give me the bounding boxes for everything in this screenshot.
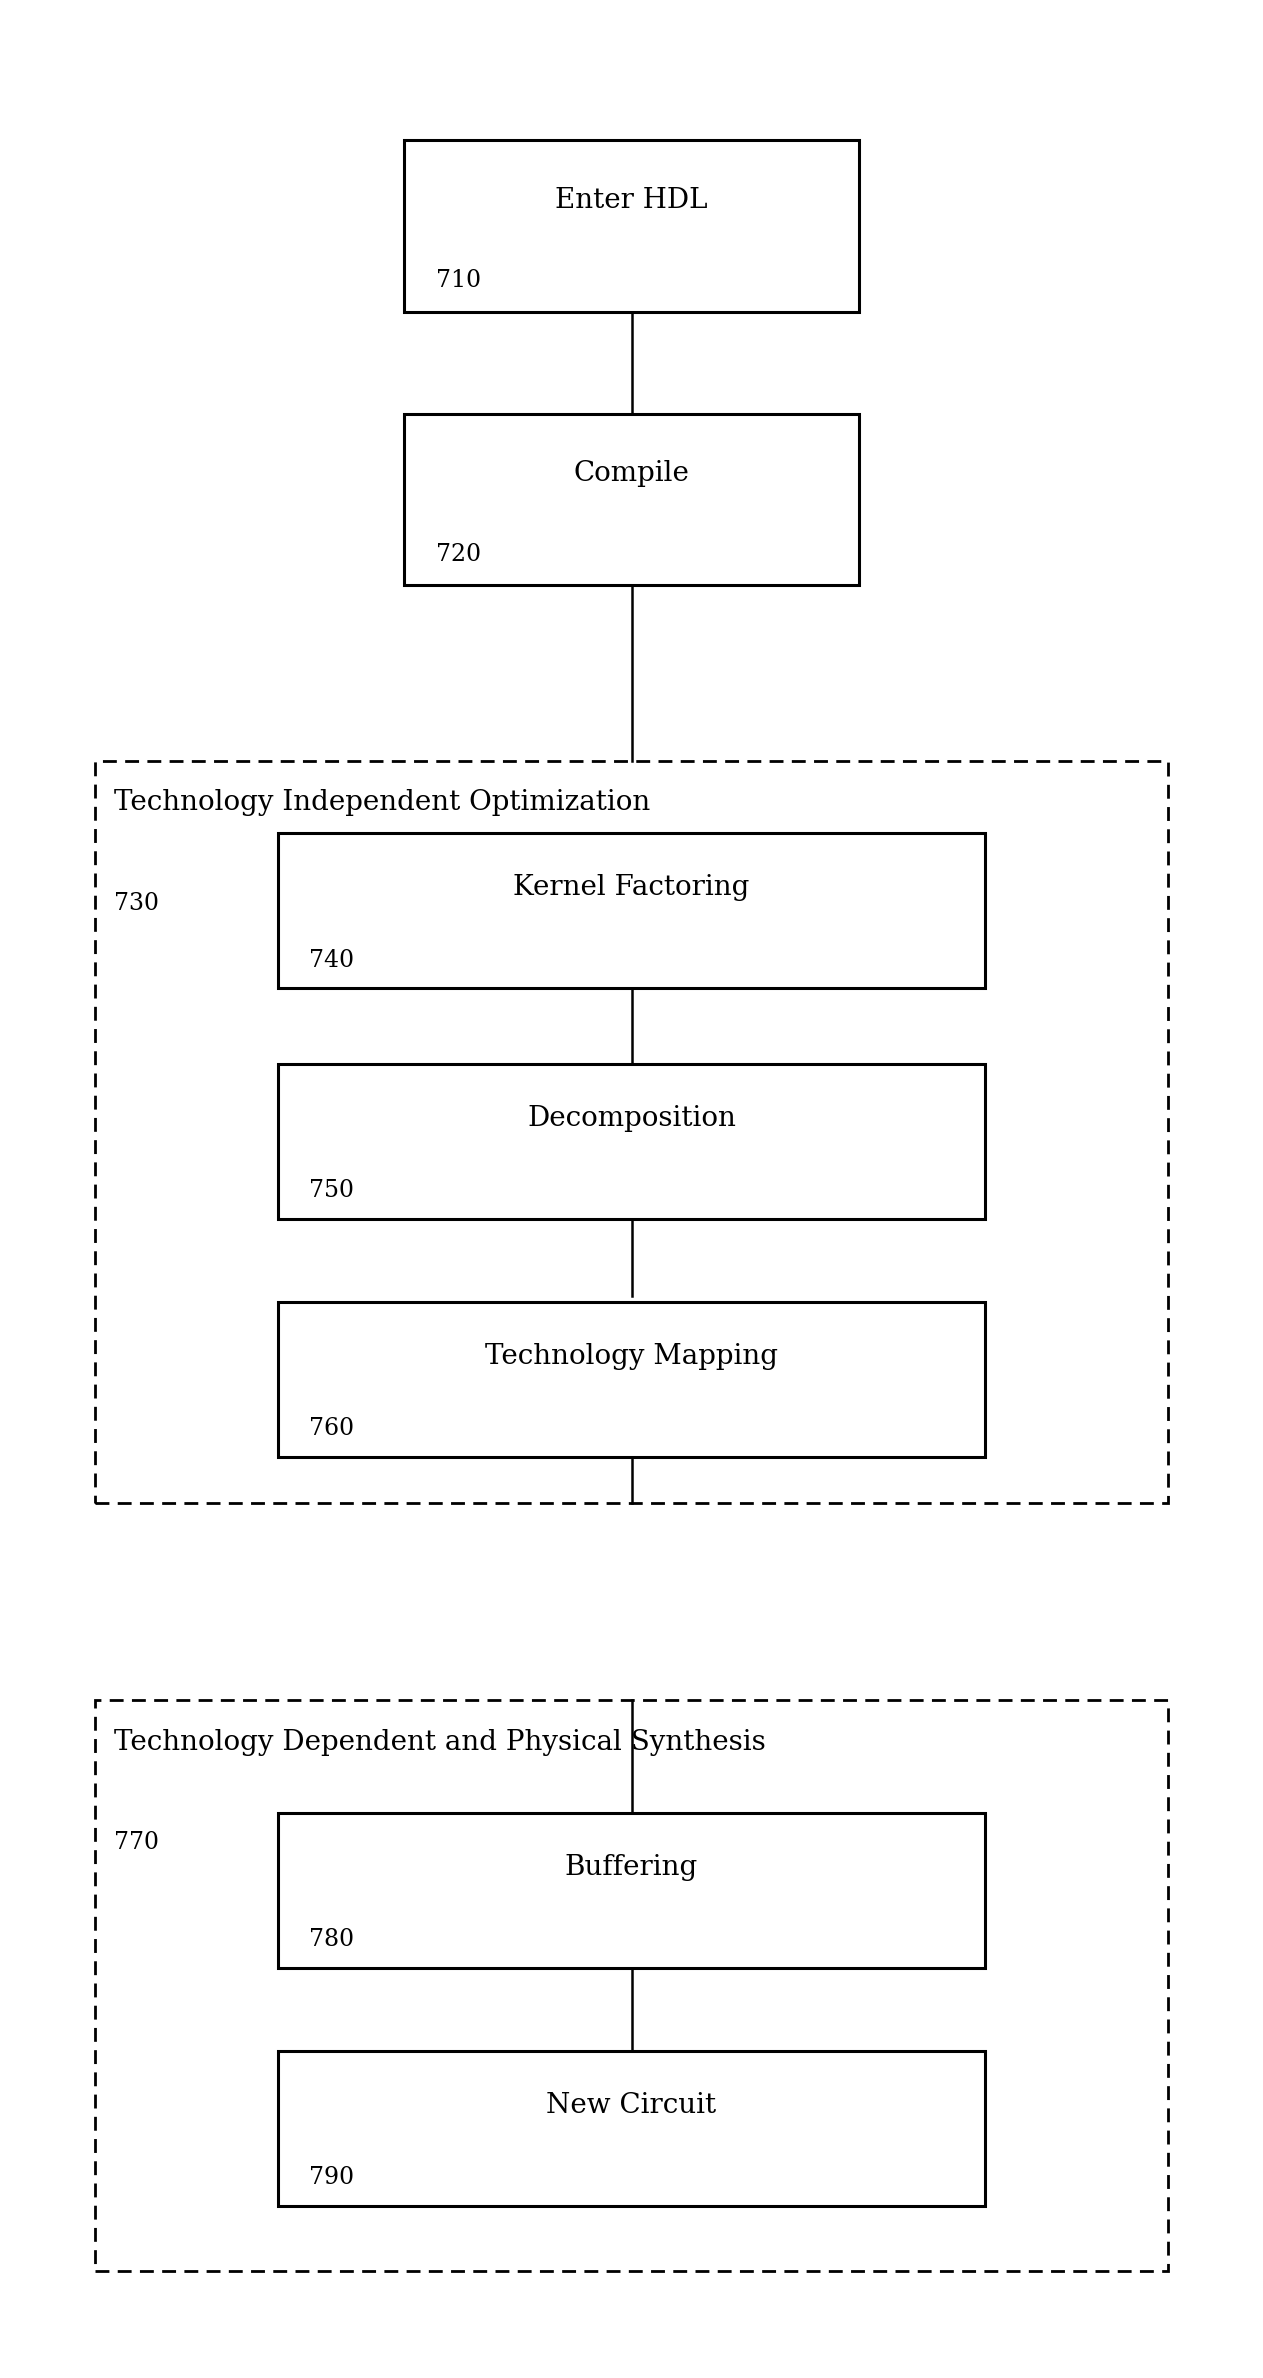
Bar (278, 2050, 985, 2207)
Text: 790: 790 (309, 2166, 355, 2190)
Text: 720: 720 (436, 542, 481, 566)
Text: Decomposition: Decomposition (527, 1106, 736, 1132)
Text: 730: 730 (114, 892, 159, 916)
Bar (95, 761, 1168, 1503)
Text: 760: 760 (309, 1417, 355, 1441)
Text: Technology Dependent and Physical Synthesis: Technology Dependent and Physical Synthe… (114, 1729, 765, 1755)
Text: Technology Mapping: Technology Mapping (485, 1344, 778, 1370)
Text: Enter HDL: Enter HDL (556, 188, 707, 214)
Bar (278, 1303, 985, 1455)
Text: New Circuit: New Circuit (547, 2093, 716, 2119)
Text: 740: 740 (309, 949, 355, 973)
Bar (278, 1812, 985, 1969)
Bar (95, 1700, 1168, 2271)
Text: 780: 780 (309, 1929, 355, 1952)
Text: Compile: Compile (573, 461, 690, 487)
Bar (278, 835, 985, 989)
Bar (404, 140, 859, 312)
Text: Technology Independent Optimization: Technology Independent Optimization (114, 789, 650, 816)
Text: 710: 710 (436, 269, 481, 292)
Text: Buffering: Buffering (565, 1855, 698, 1881)
Bar (404, 414, 859, 585)
Text: 750: 750 (309, 1179, 355, 1203)
Bar (278, 1065, 985, 1218)
Text: 770: 770 (114, 1831, 159, 1855)
Text: Kernel Factoring: Kernel Factoring (513, 875, 750, 901)
